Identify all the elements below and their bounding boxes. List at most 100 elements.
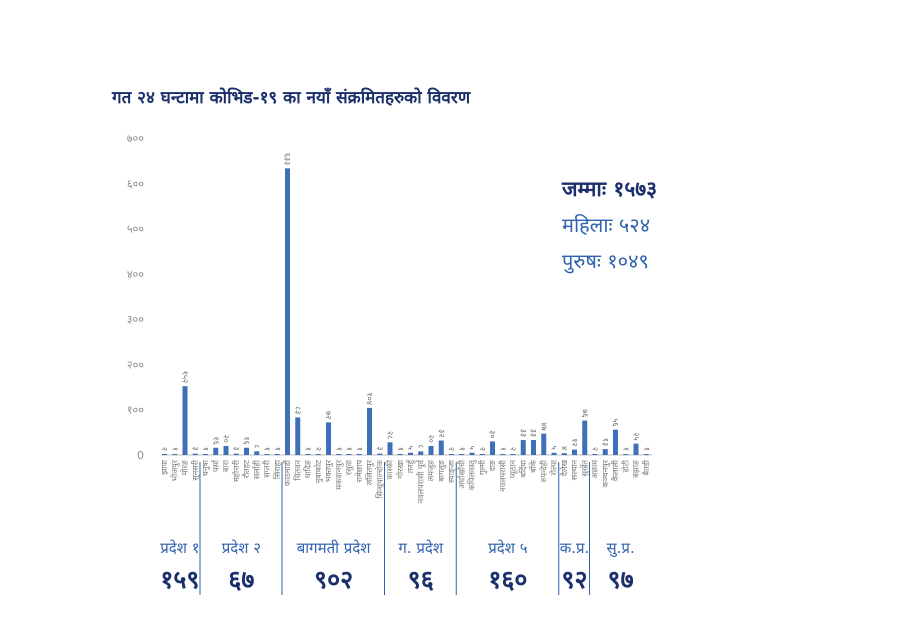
bar	[285, 168, 290, 455]
y-tick-label: ३००	[127, 313, 144, 326]
bar	[602, 449, 608, 455]
bar	[223, 445, 229, 455]
bar	[643, 454, 649, 455]
bar-value-label: ७२	[324, 411, 333, 419]
bar-value-label: ३	[375, 446, 384, 450]
bar	[582, 420, 588, 455]
district-labels: झापा भोजपुर मोरङ सुनसरी धनुषा पर्सा बारा महोत्त…	[160, 459, 651, 503]
district-label: बाँके	[528, 459, 538, 473]
district-label: धादिङ	[303, 459, 313, 478]
province-total: १५९	[160, 565, 199, 594]
province-total: ९२	[561, 565, 587, 594]
bar-value-label: १३	[601, 438, 610, 446]
district-label: रामेछाप	[354, 460, 364, 483]
district-label: लमजुङ	[427, 459, 437, 481]
bar-value-label: १	[170, 447, 179, 451]
bar	[326, 422, 331, 455]
bar	[172, 454, 178, 455]
bar-value-label: ३	[232, 446, 241, 450]
bar	[469, 452, 475, 455]
bar-value-label: २	[447, 447, 456, 451]
district-label: दाङ	[488, 459, 497, 471]
bar-value-label: १	[498, 447, 507, 451]
bar-value-label: २	[591, 447, 600, 451]
bar-value-label: १	[273, 447, 282, 451]
bar	[367, 407, 372, 455]
bar-value-label: २	[160, 447, 169, 451]
bar-value-label: १	[304, 447, 313, 451]
bar	[305, 454, 311, 455]
district-label: बागलुङ	[437, 459, 447, 482]
bar	[162, 454, 167, 455]
summary-total: जम्माः १५७३	[561, 177, 657, 201]
bar-value-label: २	[314, 447, 323, 451]
bar-value-label: १५२	[181, 371, 190, 383]
district-label: दैलेख	[559, 460, 569, 477]
district-label: बैतडी	[641, 459, 651, 475]
district-label: ललितपुर	[364, 459, 375, 485]
bar	[490, 441, 495, 455]
bar-value-label: ५	[406, 446, 415, 450]
province-name: सु.प्र.	[607, 539, 635, 558]
district-label: भोजपुर	[169, 459, 180, 481]
bar-value-label: ८३	[293, 406, 302, 414]
bar-value-label: ८	[416, 444, 425, 448]
bar-value-label: ५	[550, 446, 559, 450]
bar	[500, 454, 506, 455]
bar	[510, 454, 516, 455]
bar-value-label: १६	[211, 436, 220, 444]
bar-value-label: ३३	[529, 429, 538, 437]
bar	[182, 386, 188, 455]
bar	[438, 440, 444, 455]
y-tick-label: ५००	[127, 223, 144, 236]
y-tick-label: 0	[137, 449, 144, 462]
province-total: ९०२	[314, 565, 353, 594]
summary-male: पुरुषः १०४९	[562, 249, 649, 274]
bar	[449, 454, 454, 455]
district-label: धनुषा	[201, 459, 211, 476]
bar-value-label: २०	[222, 435, 231, 443]
district-label: नुवाकोट	[313, 459, 324, 483]
bar-value-label: १	[457, 447, 466, 451]
bar	[459, 454, 465, 455]
province-name: प्रदेश ५	[488, 539, 527, 557]
district-label: सिन्धुपाल्चोक	[374, 459, 385, 498]
district-label: भक्तपुर	[324, 459, 334, 482]
bar-value-label: १	[396, 447, 405, 451]
bar	[633, 443, 639, 455]
bar-value-label: ३०	[488, 430, 497, 438]
district-label: कपिलवस्तु	[467, 459, 478, 490]
province-total: ९६	[408, 565, 434, 594]
bar-value-label: ८	[252, 444, 261, 448]
province-name: ग. प्रदेश	[398, 539, 443, 557]
bar	[479, 454, 485, 455]
bar-value-label: ५६	[611, 418, 620, 426]
bar-value-label: १	[201, 447, 210, 451]
district-label: सर्लाही	[251, 459, 261, 479]
district-label: बर्दिया	[518, 459, 528, 478]
bar	[397, 454, 403, 455]
bar	[264, 454, 270, 455]
bar-value-label: ३३	[519, 429, 528, 437]
bar	[254, 451, 260, 455]
y-tick-label: १००	[127, 404, 144, 417]
bar-value-label: ६३३	[283, 153, 292, 165]
bar	[592, 454, 598, 455]
bar-value-label: १०४	[365, 392, 374, 404]
bar	[346, 454, 352, 455]
bar	[561, 453, 567, 455]
district-label: पर्सा	[210, 459, 220, 472]
bar	[295, 417, 301, 455]
bar	[274, 454, 280, 455]
district-label: अछाम	[591, 460, 600, 479]
district-label: कञ्चनपुर	[601, 459, 611, 487]
district-label: नवलपरासी पूर्व	[415, 459, 426, 503]
chart-title: गत २४ घन्टामा कोभिड-१९ का नयाँ संक्रमितह…	[111, 87, 471, 108]
district-label: कास्की	[385, 459, 395, 479]
district-label: प्यूठान	[509, 459, 519, 478]
district-label: चितवन	[292, 459, 302, 480]
district-label: नवलपरासी	[497, 459, 507, 492]
district-label: सप्तरी	[262, 459, 272, 478]
